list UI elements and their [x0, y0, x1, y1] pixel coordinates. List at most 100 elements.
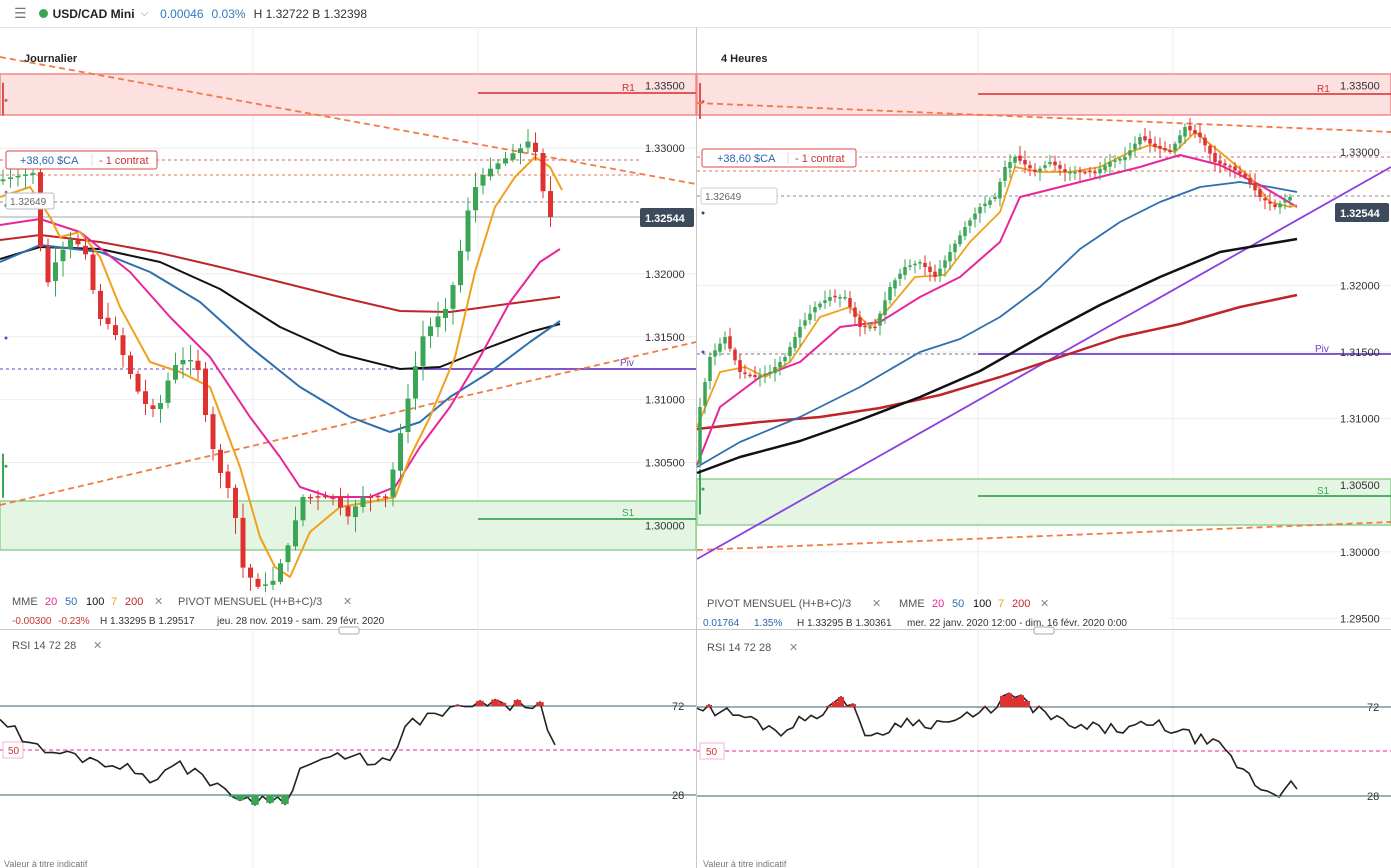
candle-body: [23, 174, 28, 176]
position-size: - 1 contrat: [795, 153, 845, 165]
entry-tag: [5, 192, 55, 210]
ema-100-path: [0, 246, 561, 370]
candle-body: [548, 191, 553, 217]
price-tick-label: 1.33500: [645, 80, 685, 92]
daily-chart-panel[interactable]: Journalier R1 Piv S1 +38,60 $CA - 1 cont…: [0, 27, 697, 868]
price-tick-label: 1.31500: [645, 332, 685, 344]
market-open-indicator: [38, 9, 48, 18]
chevron-down-icon[interactable]: ⌵: [140, 8, 149, 19]
position-badge[interactable]: +38,60 $CA - 1 contrat: [5, 150, 158, 170]
close-icon[interactable]: ✕: [343, 596, 352, 608]
footnote: Valeur à titre indicatif: [703, 859, 787, 868]
candle-body: [808, 313, 812, 320]
candle-body: [428, 326, 433, 337]
r1-label: R1: [1317, 84, 1330, 95]
candle-body: [158, 403, 163, 409]
position-badge[interactable]: +38,60 $CA - 1 contrat: [701, 148, 857, 168]
r1-label: R1: [622, 83, 635, 94]
candle-body: [768, 372, 772, 374]
candle-body: [218, 449, 223, 473]
candle-body: [435, 316, 441, 328]
candle-body: [525, 141, 531, 148]
candle-body: [953, 243, 957, 253]
indicator-legend[interactable]: MME 20 50 100 7 200 ✕ PIVOT MENSUEL (H+B…: [4, 592, 396, 628]
price-change-percent: 0.03%: [211, 6, 246, 21]
rsi-pane[interactable]: RSI 14 72 28 ✕ 50 72 28: [696, 642, 1391, 803]
ema-50-path: [696, 181, 1298, 468]
candle-body: [1288, 197, 1292, 201]
candle-body: [973, 213, 977, 220]
mme-100: 100: [973, 598, 991, 610]
candle-body: [98, 290, 103, 319]
candle-body: [1108, 162, 1112, 167]
candle-body: [180, 360, 186, 365]
candle-body: [495, 163, 501, 170]
candle-body: [315, 496, 321, 498]
panel-title: Journalier: [24, 53, 78, 65]
mme-200: 200: [1012, 598, 1030, 610]
info-change: 0.01764: [703, 618, 740, 629]
candle-body: [398, 433, 403, 471]
pane-resize-handle[interactable]: [1033, 626, 1055, 635]
candle-body: [1233, 166, 1237, 171]
position-size: - 1 contrat: [99, 155, 149, 167]
trendline-support: [696, 521, 1391, 551]
candle-body: [173, 365, 178, 380]
rsi-tick-28: 28: [672, 790, 684, 802]
mme-50: 50: [952, 598, 964, 610]
candle-body: [1203, 137, 1207, 146]
candle-body: [1208, 145, 1212, 154]
candle-body: [943, 260, 947, 268]
candle-body: [278, 563, 283, 582]
instrument-name[interactable]: USD/CAD Mini: [52, 6, 135, 21]
candle-body: [540, 152, 546, 192]
support-level-mark: [701, 487, 705, 491]
close-icon[interactable]: ✕: [1040, 598, 1049, 610]
candle-body: [1268, 201, 1272, 204]
candle-body: [1143, 136, 1147, 141]
position-pl: +38,60 $CA: [717, 153, 776, 165]
candle-body: [1198, 132, 1202, 137]
candle-body: [1273, 204, 1277, 207]
candle-body: [255, 578, 261, 587]
candle-body: [45, 247, 51, 283]
candle-body: [113, 325, 118, 335]
candle-body: [823, 300, 827, 304]
candle-body: [1048, 162, 1052, 165]
rsi-label: RSI 14 72 28: [707, 642, 771, 654]
indicator-legend[interactable]: PIVOT MENSUEL (H+B+C)/3 ✕ MME 20 50 100 …: [700, 594, 1170, 629]
candle-body: [873, 326, 877, 329]
candle-body: [503, 158, 508, 164]
candle-body: [1168, 150, 1172, 152]
candle-body: [1063, 169, 1067, 172]
candle-body: [938, 268, 942, 277]
high-low-readout: H 1.32722 B 1.32398: [253, 6, 368, 21]
candle-body: [128, 355, 133, 374]
hamburger-icon[interactable]: ☰: [14, 5, 27, 21]
candle-body: [225, 471, 231, 488]
candle-body: [368, 496, 373, 499]
pivot-label: Piv: [1315, 344, 1329, 355]
close-icon[interactable]: ✕: [789, 642, 798, 654]
mme-7: 7: [111, 596, 117, 608]
chart-area[interactable]: Journalier R1 Piv S1 +38,60 $CA - 1 cont…: [0, 27, 1391, 868]
candle-body: [888, 287, 892, 301]
candle-body: [120, 335, 126, 355]
pane-resize-handle[interactable]: [338, 626, 360, 635]
rsi-50-text: 50: [8, 746, 20, 757]
close-icon[interactable]: ✕: [93, 640, 102, 652]
candle-body: [773, 367, 777, 374]
ema-20-path: [696, 154, 1298, 466]
close-icon[interactable]: ✕: [154, 596, 163, 608]
mme-label: MME: [12, 596, 38, 608]
four-hour-chart-panel[interactable]: 4 Heures R1 Piv S1 +38,60 $CA - 1 contra…: [696, 27, 1391, 868]
candle-body: [53, 262, 58, 281]
candle-body: [30, 172, 36, 175]
ema-50: [0, 244, 561, 433]
rsi-pane[interactable]: RSI 14 72 28 ✕ 50 72 28: [0, 640, 696, 807]
candle-body: [240, 517, 246, 568]
candle-body: [733, 349, 737, 361]
close-icon[interactable]: ✕: [872, 598, 881, 610]
candle-body: [300, 497, 306, 521]
price-tick-label: 1.30500: [1340, 480, 1380, 492]
